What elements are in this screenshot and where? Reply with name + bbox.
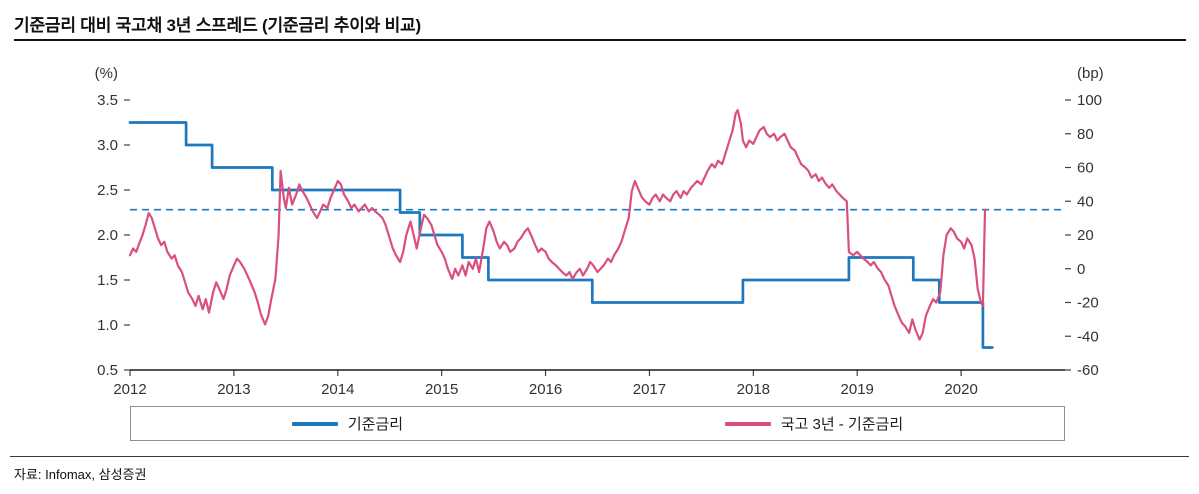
svg-text:2018: 2018 xyxy=(737,381,770,398)
svg-text:2015: 2015 xyxy=(425,381,458,398)
svg-text:2017: 2017 xyxy=(633,381,666,398)
svg-text:-20: -20 xyxy=(1077,295,1099,312)
chart-canvas: (%) (bp) 3.5 3.0 2.5 2.0 1.5 1.0 0.5 100 80 60 40 20 0… xyxy=(95,65,1104,398)
legend: 기준금리 국고 3년 - 기준금리 xyxy=(130,406,1065,441)
svg-text:60: 60 xyxy=(1077,160,1094,177)
svg-text:2020: 2020 xyxy=(944,381,977,398)
footer-divider xyxy=(10,456,1189,457)
legend-item-spread: 국고 3년 - 기준금리 xyxy=(724,413,904,434)
svg-text:2016: 2016 xyxy=(529,381,562,398)
source-note: 자료: Infomax, 삼성증권 xyxy=(14,467,147,482)
legend-line-base-rate-icon xyxy=(291,421,338,426)
svg-text:3.0: 3.0 xyxy=(97,137,118,154)
legend-label-spread: 국고 3년 - 기준금리 xyxy=(780,416,904,433)
svg-text:0.5: 0.5 xyxy=(97,362,118,379)
svg-text:(%): (%) xyxy=(95,65,118,82)
svg-text:2013: 2013 xyxy=(217,381,250,398)
svg-text:2014: 2014 xyxy=(321,381,354,398)
svg-text:100: 100 xyxy=(1077,92,1102,109)
chart-header: 기준금리 대비 국고채 3년 스프레드 (기준금리 추이와 비교) xyxy=(14,0,1186,41)
legend-label-base-rate: 기준금리 xyxy=(347,416,404,433)
svg-text:2.0: 2.0 xyxy=(97,227,118,244)
svg-text:1.0: 1.0 xyxy=(97,317,118,334)
svg-text:20: 20 xyxy=(1077,227,1094,244)
svg-text:-60: -60 xyxy=(1077,362,1099,379)
chart-title: 기준금리 대비 국고채 3년 스프레드 (기준금리 추이와 비교) xyxy=(14,16,421,35)
legend-item-base-rate: 기준금리 xyxy=(291,413,404,434)
svg-text:(bp): (bp) xyxy=(1077,65,1104,82)
legend-line-spread-icon xyxy=(724,421,771,426)
svg-text:3.5: 3.5 xyxy=(97,92,118,109)
svg-text:-40: -40 xyxy=(1077,328,1099,345)
svg-text:40: 40 xyxy=(1077,193,1094,210)
svg-text:80: 80 xyxy=(1077,126,1094,143)
svg-text:1.5: 1.5 xyxy=(97,272,118,289)
svg-text:2019: 2019 xyxy=(841,381,874,398)
svg-text:2012: 2012 xyxy=(113,381,146,398)
svg-text:0: 0 xyxy=(1077,261,1085,278)
svg-text:2.5: 2.5 xyxy=(97,182,118,199)
